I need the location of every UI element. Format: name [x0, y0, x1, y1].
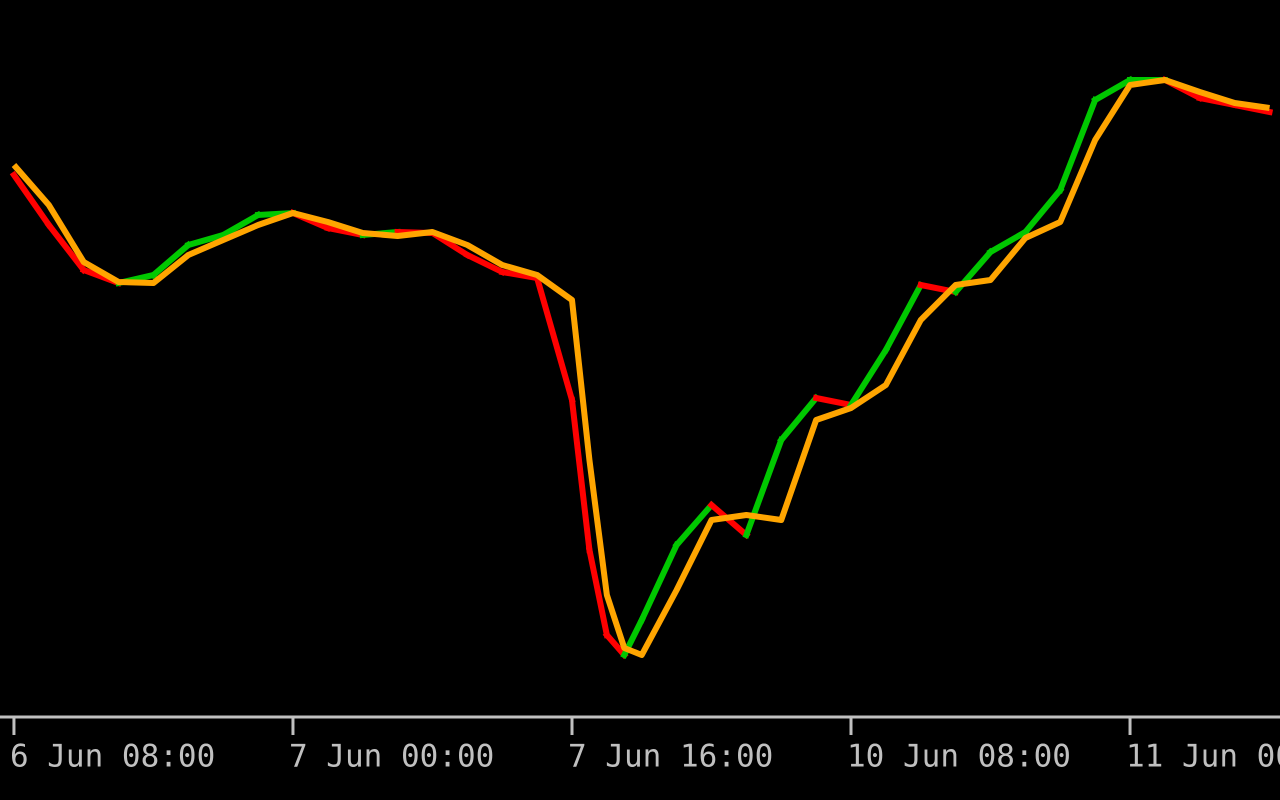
x-tick-label: 11 Jun 00:00 [1126, 739, 1280, 775]
line-segment [1056, 96, 1100, 194]
line-segment [219, 210, 263, 240]
line-segment [498, 268, 541, 282]
line-segment [1021, 185, 1065, 237]
line-segment [637, 541, 681, 624]
x-tick-label: 7 Jun 00:00 [289, 739, 494, 775]
x-tick-label: 10 Jun 08:00 [847, 739, 1071, 775]
line-segment [812, 394, 855, 409]
line-segment [777, 393, 821, 445]
line-segment [602, 630, 629, 660]
line-segment [44, 220, 88, 275]
line-segment [149, 240, 193, 280]
line-segment [568, 396, 593, 554]
line-segment [585, 546, 611, 639]
line-segment [9, 170, 54, 230]
line-segment [881, 280, 925, 355]
line-segment [986, 227, 1030, 257]
x-tick-label: 6 Jun 08:00 [10, 739, 215, 775]
line-segment [463, 250, 507, 277]
line-segment [742, 436, 786, 539]
line-segment [533, 274, 576, 404]
line-segment [184, 231, 227, 249]
line [11, 77, 1270, 658]
line-segment [846, 345, 891, 410]
line-segment [1091, 75, 1135, 105]
line-segment [672, 500, 716, 550]
x-tick-label: 7 Jun 16:00 [568, 739, 773, 775]
